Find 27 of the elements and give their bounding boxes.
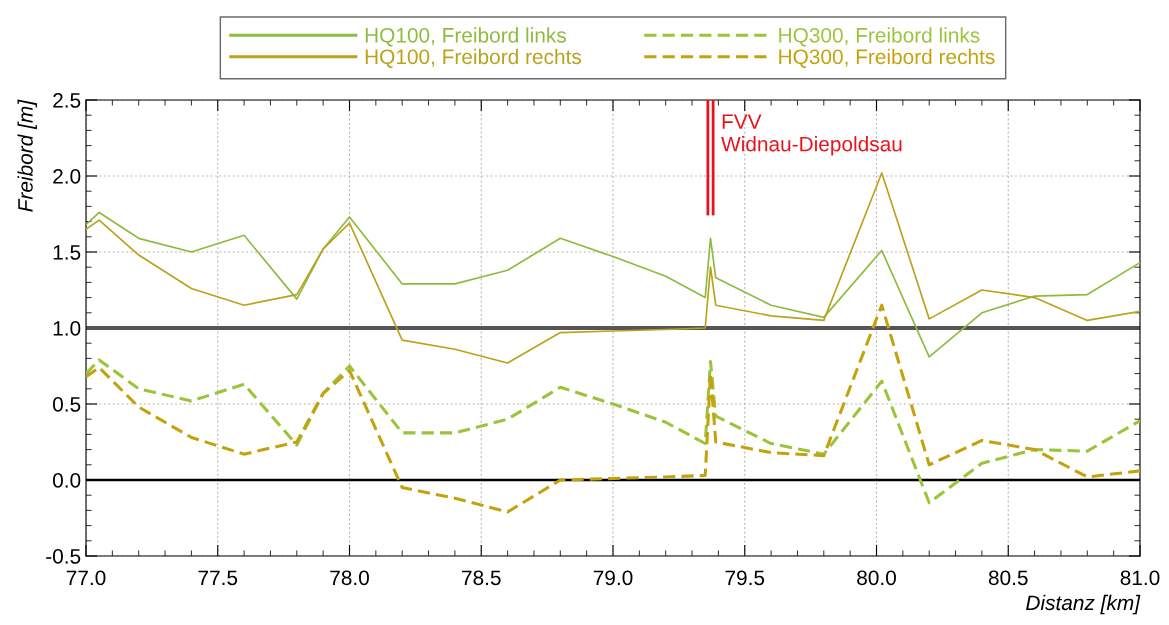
x-tick-label: 80.0 bbox=[857, 570, 896, 586]
text: HQ100, Freibord rechts bbox=[365, 48, 582, 68]
line-series bbox=[86, 172, 1140, 364]
x-tick-label: 81.0 bbox=[1120, 570, 1160, 586]
text: HQ300, Freibord rechts bbox=[779, 48, 995, 68]
text: HQ300, Freibord links bbox=[779, 27, 980, 47]
x-tick-label: 77.5 bbox=[198, 570, 238, 586]
line-series bbox=[86, 303, 1140, 514]
y-axis-title: Freibord [m] bbox=[17, 99, 37, 212]
y-tick-label: 0.5 bbox=[52, 397, 81, 412]
x-axis-title: Distanz [km] bbox=[1026, 594, 1141, 615]
ref-line-label: FVV Widnau-Diepoldsau bbox=[721, 114, 902, 156]
x-tick-label: 80.5 bbox=[988, 570, 1028, 586]
x-tick-label: 78.5 bbox=[462, 570, 501, 586]
y-tick-label: 2.5 bbox=[53, 93, 81, 108]
y-tick-label: -0.5 bbox=[46, 549, 81, 564]
y-tick-label: 0.0 bbox=[52, 473, 81, 488]
x-tick-label: 77.0 bbox=[66, 570, 106, 586]
x-tick-label: 79.0 bbox=[593, 570, 633, 586]
line-series bbox=[86, 358, 1140, 505]
x-tick-label: 78.0 bbox=[330, 570, 369, 586]
x-tick-label: 79.5 bbox=[725, 570, 765, 586]
text: HQ100, Freibord links bbox=[365, 27, 566, 47]
y-tick-label: 1.5 bbox=[53, 245, 81, 260]
line-series bbox=[86, 211, 1140, 358]
y-tick-label: 2.0 bbox=[53, 169, 81, 184]
y-tick-label: 1.0 bbox=[53, 321, 81, 336]
